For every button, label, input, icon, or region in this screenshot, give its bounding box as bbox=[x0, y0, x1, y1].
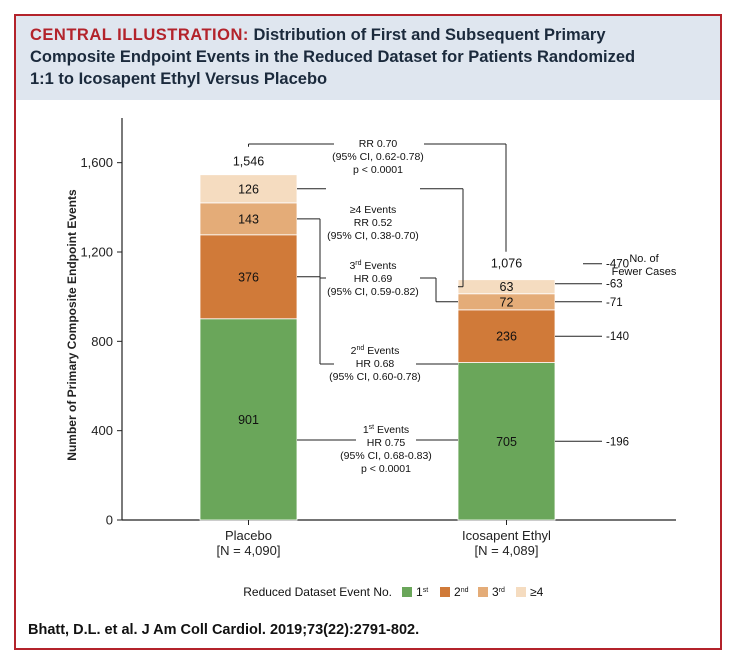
annotation-first-line: p < 0.0001 bbox=[361, 463, 411, 475]
bar-value-label: 376 bbox=[238, 270, 259, 284]
annotation-third-line: (95% CI, 0.59-0.82) bbox=[327, 286, 419, 298]
legend-label: 2nd bbox=[454, 585, 469, 599]
y-axis-label: Number of Primary Composite Endpoint Eve… bbox=[65, 189, 79, 461]
x-tick-sublabel: [N = 4,090] bbox=[217, 543, 281, 558]
annotation-ge4-line: (95% CI, 0.38-0.70) bbox=[327, 230, 419, 242]
bar-placebo-3 bbox=[199, 202, 298, 236]
annotation-overall-line: RR 0.70 bbox=[359, 138, 398, 150]
legend-swatch bbox=[516, 587, 526, 597]
illustration-frame: CENTRAL ILLUSTRATION: Distribution of Fi… bbox=[14, 14, 722, 650]
y-tick-label: 1,600 bbox=[80, 155, 113, 170]
annotation-first-line: (95% CI, 0.68-0.83) bbox=[340, 450, 432, 462]
page-title: CENTRAL ILLUSTRATION: Distribution of Fi… bbox=[30, 24, 710, 90]
annotation-ge4-line: ≥4 Events bbox=[350, 204, 397, 216]
legend-title: Reduced Dataset Event No. bbox=[243, 585, 392, 599]
annotation-overall-line: (95% CI, 0.62-0.78) bbox=[332, 151, 424, 163]
legend-swatch bbox=[402, 587, 412, 597]
fewer-cases-title: Fewer Cases bbox=[612, 266, 677, 278]
annotation-ge4-line: RR 0.52 bbox=[354, 217, 393, 229]
title-line-2: Composite Endpoint Events in the Reduced… bbox=[30, 48, 636, 66]
bar-value-label: 63 bbox=[500, 280, 514, 294]
legend-label: ≥4 bbox=[530, 585, 544, 599]
x-tick-sublabel: [N = 4,089] bbox=[475, 543, 539, 558]
total-label-icosapent: 1,076 bbox=[491, 257, 522, 271]
x-tick-label: Placebo bbox=[225, 528, 272, 543]
bar-placebo-2 bbox=[199, 234, 298, 320]
bar-value-label: 901 bbox=[238, 413, 259, 427]
y-tick-label: 800 bbox=[91, 334, 113, 349]
y-tick-label: 400 bbox=[91, 423, 113, 438]
annotation-second-line: 2nd Events bbox=[351, 345, 400, 357]
bar-value-label: 126 bbox=[238, 182, 259, 196]
fewer-cases-title: No. of bbox=[629, 253, 659, 265]
annotation-overall-line: p < 0.0001 bbox=[353, 164, 403, 176]
bar-value-label: 236 bbox=[496, 330, 517, 344]
annotation-third-line: 3rd Events bbox=[349, 260, 396, 272]
bar-value-label: 143 bbox=[238, 212, 259, 226]
fewer-cases-value: -63 bbox=[606, 279, 623, 291]
stacked-bar-chart: 0 400 800 1,200 1,600 Number of Primary Compo… bbox=[65, 118, 677, 599]
bar-value-label: 72 bbox=[500, 295, 514, 309]
title-line-3: 1:1 to Icosapent Ethyl Versus Placebo bbox=[30, 70, 328, 88]
fewer-cases-value: -196 bbox=[606, 436, 629, 448]
annotation-first-line: 1st Events bbox=[363, 424, 409, 436]
x-tick-label: Icosapent Ethyl bbox=[462, 528, 551, 543]
y-tick-label: 1,200 bbox=[80, 245, 113, 260]
legend-swatch bbox=[478, 587, 488, 597]
title-prefix: CENTRAL ILLUSTRATION: bbox=[30, 26, 249, 44]
total-label-placebo: 1,546 bbox=[233, 155, 264, 169]
annotation-second-line: (95% CI, 0.60-0.78) bbox=[329, 371, 421, 383]
title-line-1: Distribution of First and Subsequent Pri… bbox=[253, 26, 606, 44]
header: CENTRAL ILLUSTRATION: Distribution of Fi… bbox=[16, 16, 720, 100]
legend-label: 3rd bbox=[492, 585, 505, 599]
bar-placebo-4 bbox=[199, 174, 298, 204]
fewer-cases-value: -140 bbox=[606, 331, 629, 343]
annotation-third-line: HR 0.69 bbox=[354, 273, 393, 285]
legend-label: 1st bbox=[416, 585, 428, 599]
chart-area: 0 400 800 1,200 1,600 Number of Primary Compo… bbox=[16, 102, 720, 612]
y-tick-label: 0 bbox=[106, 513, 113, 528]
annotation-first-line: HR 0.75 bbox=[367, 437, 406, 449]
fewer-cases-total: -470 bbox=[606, 259, 629, 271]
legend-swatch bbox=[440, 587, 450, 597]
citation: Bhatt, D.L. et al. J Am Coll Cardiol. 20… bbox=[28, 622, 420, 638]
bar-value-label: 705 bbox=[496, 435, 517, 449]
fewer-cases-value: -71 bbox=[606, 297, 623, 309]
annotation-second-line: HR 0.68 bbox=[356, 358, 395, 370]
